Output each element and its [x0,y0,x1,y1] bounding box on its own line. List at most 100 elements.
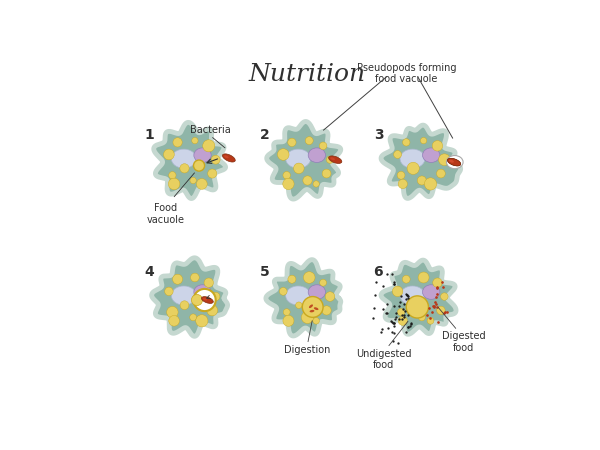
Ellipse shape [194,285,211,299]
Circle shape [169,178,180,190]
Circle shape [407,162,419,175]
Circle shape [432,140,443,151]
Text: 5: 5 [260,266,270,279]
Circle shape [196,315,208,327]
Text: Undigested
food: Undigested food [356,348,412,370]
Polygon shape [152,258,227,336]
Circle shape [167,306,178,318]
Circle shape [169,315,179,326]
Circle shape [288,138,296,147]
Ellipse shape [223,154,235,162]
Ellipse shape [172,286,196,305]
Circle shape [322,306,331,315]
Ellipse shape [422,285,440,299]
Circle shape [194,160,205,171]
Polygon shape [266,260,341,336]
Text: 6: 6 [373,266,383,279]
Ellipse shape [286,286,311,305]
Polygon shape [381,260,456,334]
Circle shape [403,139,410,146]
Text: Digested
food: Digested food [442,331,485,353]
Ellipse shape [449,160,454,162]
Text: 2: 2 [260,129,270,143]
Ellipse shape [400,149,425,168]
Circle shape [433,278,442,288]
Circle shape [439,154,450,166]
Circle shape [303,176,312,185]
Ellipse shape [308,148,326,162]
Circle shape [394,151,401,158]
Circle shape [403,275,410,283]
Ellipse shape [310,310,314,312]
Circle shape [190,314,197,321]
Circle shape [313,181,319,187]
Circle shape [288,275,296,283]
Circle shape [191,294,203,306]
Circle shape [293,163,304,174]
Circle shape [319,142,327,150]
Circle shape [421,137,427,144]
Ellipse shape [203,298,207,301]
Polygon shape [154,122,226,198]
Circle shape [204,278,214,288]
Circle shape [173,274,182,284]
Text: 3: 3 [374,129,384,143]
Circle shape [301,311,314,324]
Circle shape [304,272,315,284]
Circle shape [320,279,326,286]
Ellipse shape [446,156,463,169]
Ellipse shape [202,297,214,303]
Circle shape [164,149,174,160]
Circle shape [196,179,207,189]
Circle shape [173,138,182,147]
Circle shape [398,179,407,189]
Circle shape [397,171,405,179]
Circle shape [283,309,290,315]
Ellipse shape [329,156,342,163]
Polygon shape [381,125,461,198]
Circle shape [325,292,335,302]
Circle shape [406,296,428,318]
Text: Bacteria: Bacteria [190,126,231,135]
Circle shape [194,289,215,311]
Ellipse shape [448,158,461,166]
Circle shape [211,292,220,301]
Circle shape [283,171,290,179]
Text: 1: 1 [145,129,154,143]
Ellipse shape [309,305,313,308]
Circle shape [418,176,427,185]
Ellipse shape [400,286,425,305]
Ellipse shape [286,149,311,168]
Circle shape [440,293,448,300]
Circle shape [296,302,302,308]
Circle shape [211,155,220,164]
Text: Nutrition: Nutrition [249,63,366,86]
Circle shape [180,164,189,173]
Circle shape [203,140,215,152]
Ellipse shape [449,160,454,162]
Circle shape [313,318,319,324]
Text: Pseudopods forming
food vacuole: Pseudopods forming food vacuole [356,63,456,84]
Ellipse shape [224,155,229,158]
Text: Food
vacuole: Food vacuole [146,203,184,225]
Ellipse shape [194,148,211,162]
Circle shape [418,272,429,283]
Ellipse shape [308,285,326,299]
Circle shape [180,301,189,310]
Circle shape [302,297,323,317]
Circle shape [283,178,294,189]
Circle shape [280,288,287,295]
Ellipse shape [330,158,335,160]
Text: 4: 4 [145,266,154,279]
Circle shape [190,177,196,184]
Circle shape [418,314,425,321]
Text: Digestion: Digestion [284,345,331,355]
Circle shape [208,169,217,178]
Circle shape [398,316,407,325]
Circle shape [397,309,404,316]
Circle shape [191,273,199,282]
Circle shape [169,171,176,179]
Ellipse shape [448,158,461,166]
Ellipse shape [314,307,319,310]
Circle shape [283,315,294,326]
